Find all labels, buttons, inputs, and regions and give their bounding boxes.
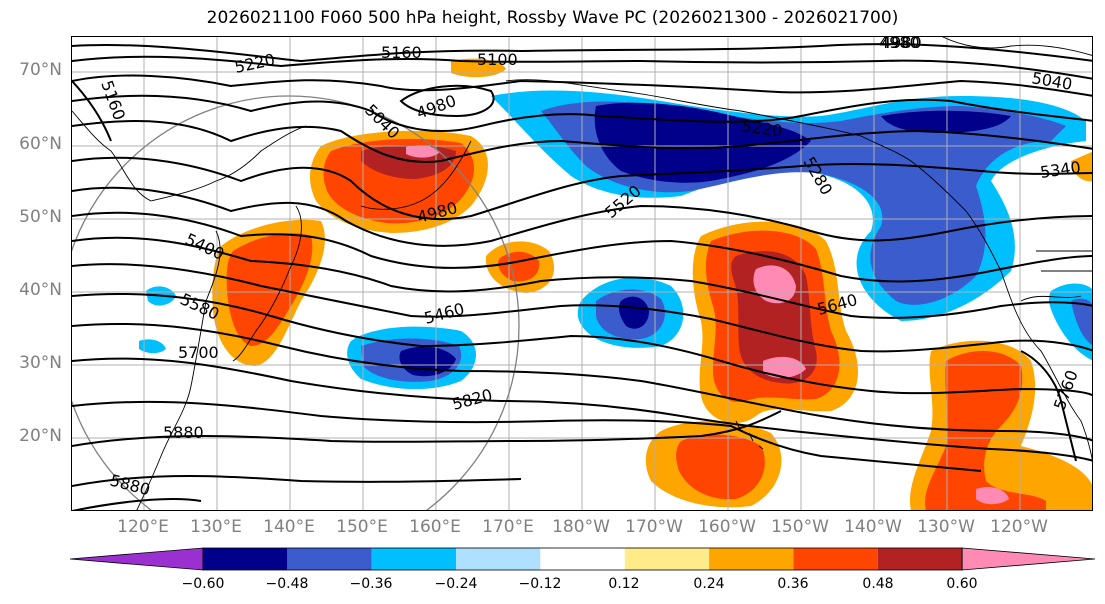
positive-anomaly-area bbox=[976, 487, 1009, 505]
lat-lon-grid bbox=[72, 37, 1092, 510]
lon-label-140w: 140°W bbox=[844, 517, 902, 537]
colorbar-tick: −0.12 bbox=[518, 576, 562, 592]
lat-label-50n: 50°N bbox=[19, 207, 62, 227]
colorbar-cell bbox=[371, 548, 457, 570]
colorbar-tick: −0.36 bbox=[349, 576, 393, 592]
colorbar-tick: 0.48 bbox=[862, 576, 894, 592]
map-canvas: 5220 5160 5100 4980 5160 5040 4980 4980 … bbox=[72, 37, 1092, 510]
colorbar-tick: −0.60 bbox=[181, 576, 225, 592]
lat-label-20n: 20°N bbox=[19, 426, 62, 446]
lon-label-180w: 180°W bbox=[552, 517, 610, 537]
lon-label-160w: 160°W bbox=[698, 517, 756, 537]
colorbar-tick: 0.12 bbox=[608, 576, 640, 592]
colorbar-cell bbox=[540, 548, 625, 570]
lon-label-160e: 160°E bbox=[409, 517, 461, 537]
positive-anomaly-area bbox=[753, 265, 796, 304]
negative-anomaly-area bbox=[618, 296, 649, 329]
contour-label: 4980 bbox=[879, 37, 920, 52]
positive-anomaly-area bbox=[676, 434, 765, 500]
colorbar-tick: −0.48 bbox=[265, 576, 309, 592]
colorbar bbox=[70, 547, 1095, 571]
colorbar-cell bbox=[624, 548, 710, 570]
negative-anomaly-area bbox=[139, 339, 166, 354]
lon-label-150w: 150°W bbox=[771, 517, 829, 537]
coastlines bbox=[72, 37, 1092, 510]
contour-label: 5820 bbox=[450, 385, 494, 414]
positive-anomaly-area bbox=[406, 145, 439, 158]
lon-label-130w: 130°W bbox=[917, 517, 975, 537]
contour-label: 5880 bbox=[108, 471, 152, 500]
contour-label: 5100 bbox=[477, 50, 518, 69]
lon-label-120e: 120°E bbox=[117, 517, 169, 537]
contour-label: 5460 bbox=[422, 299, 466, 328]
anomaly-shading bbox=[139, 58, 1092, 510]
lat-label-70n: 70°N bbox=[19, 60, 62, 80]
contour-label: 5880 bbox=[163, 423, 204, 442]
colorbar-cell bbox=[70, 547, 204, 571]
lon-label-170e: 170°E bbox=[482, 517, 534, 537]
positive-anomaly-area bbox=[763, 356, 806, 378]
negative-anomaly-area bbox=[1071, 298, 1092, 345]
region-circle bbox=[72, 95, 520, 510]
colorbar-cell bbox=[877, 548, 963, 570]
positive-anomaly-area bbox=[226, 233, 313, 346]
colorbar-tick: −0.24 bbox=[434, 576, 478, 592]
lon-label-150e: 150°E bbox=[336, 517, 388, 537]
lon-label-140e: 140°E bbox=[263, 517, 315, 537]
colorbar-cell bbox=[287, 548, 372, 570]
lon-label-170w: 170°W bbox=[625, 517, 683, 537]
colorbar-cell bbox=[456, 548, 541, 570]
negative-anomaly-area bbox=[881, 110, 1011, 133]
contour-label: 5400 bbox=[182, 229, 227, 263]
contour-label: 4980 bbox=[881, 37, 922, 52]
colorbar-cell bbox=[961, 547, 1095, 571]
contour-label: 5160 bbox=[381, 43, 422, 62]
lat-label-30n: 30°N bbox=[19, 353, 62, 373]
colorbar-cell bbox=[709, 548, 794, 570]
colorbar-tick: 0.24 bbox=[693, 576, 725, 592]
contour-label: 5700 bbox=[178, 343, 219, 362]
negative-anomaly-area bbox=[594, 102, 811, 183]
lat-label-60n: 60°N bbox=[19, 134, 62, 154]
lon-label-120w: 120°W bbox=[990, 517, 1048, 537]
height-contours bbox=[72, 43, 1092, 510]
map-panel: 5220 5160 5100 4980 5160 5040 4980 4980 … bbox=[71, 36, 1093, 511]
colorbar-tick: 0.60 bbox=[946, 576, 978, 592]
colorbar-tick: 0.36 bbox=[777, 576, 809, 592]
colorbar-cell bbox=[793, 548, 878, 570]
map-title: 2026021100 F060 500 hPa height, Rossby W… bbox=[206, 8, 899, 28]
lon-label-130e: 130°E bbox=[190, 517, 242, 537]
contour-label: 5760 bbox=[1050, 368, 1082, 413]
colorbar-cell bbox=[203, 548, 288, 570]
colorbar-outline bbox=[202, 547, 963, 571]
contour-label: 5160 bbox=[97, 78, 129, 123]
contour-label: 5340 bbox=[1039, 157, 1082, 181]
lat-label-40n: 40°N bbox=[19, 280, 62, 300]
